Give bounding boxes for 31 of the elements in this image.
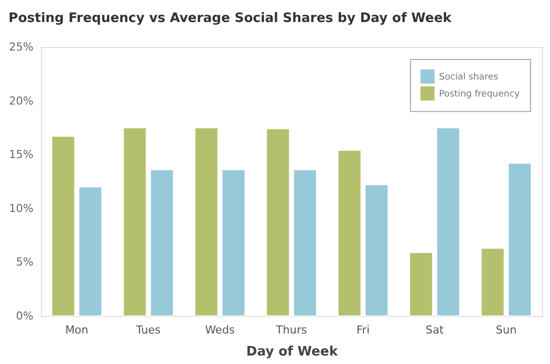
- bar: [266, 128, 290, 316]
- bar: [122, 127, 147, 316]
- bar: [221, 169, 246, 316]
- x-tick-label: Thurs: [275, 324, 308, 336]
- bar: [508, 162, 532, 316]
- bar: [364, 184, 389, 316]
- bar: [51, 136, 76, 316]
- bar: [409, 252, 434, 316]
- y-tick-label: 20%: [9, 94, 34, 108]
- chart-title: Posting Frequency vs Average Social Shares by Day of Week: [8, 11, 452, 26]
- bar: [194, 127, 218, 316]
- bar: [480, 248, 505, 316]
- x-tick-label: Sat: [426, 324, 444, 336]
- legend-label: Posting frequency: [439, 90, 520, 100]
- x-tick-label: Mon: [65, 324, 88, 336]
- x-axis-title: Day of Week: [246, 344, 338, 360]
- y-tick-label: 0%: [16, 310, 34, 322]
- bar: [293, 169, 318, 316]
- y-tick-label: 5%: [16, 256, 34, 269]
- y-tick-label: 10%: [9, 202, 34, 215]
- bar: [78, 186, 102, 316]
- legend-label: Social shares: [439, 72, 498, 82]
- bar: [436, 127, 460, 316]
- x-tick-label: Fri: [356, 324, 370, 336]
- x-tick-label: Sun: [496, 324, 517, 336]
- bar: [150, 169, 174, 316]
- bar: [338, 150, 362, 316]
- x-tick-label: Weds: [205, 324, 236, 336]
- y-tick-label: 25%: [9, 40, 34, 54]
- y-tick-label: 15%: [9, 148, 34, 162]
- x-tick-label: Tues: [135, 324, 161, 336]
